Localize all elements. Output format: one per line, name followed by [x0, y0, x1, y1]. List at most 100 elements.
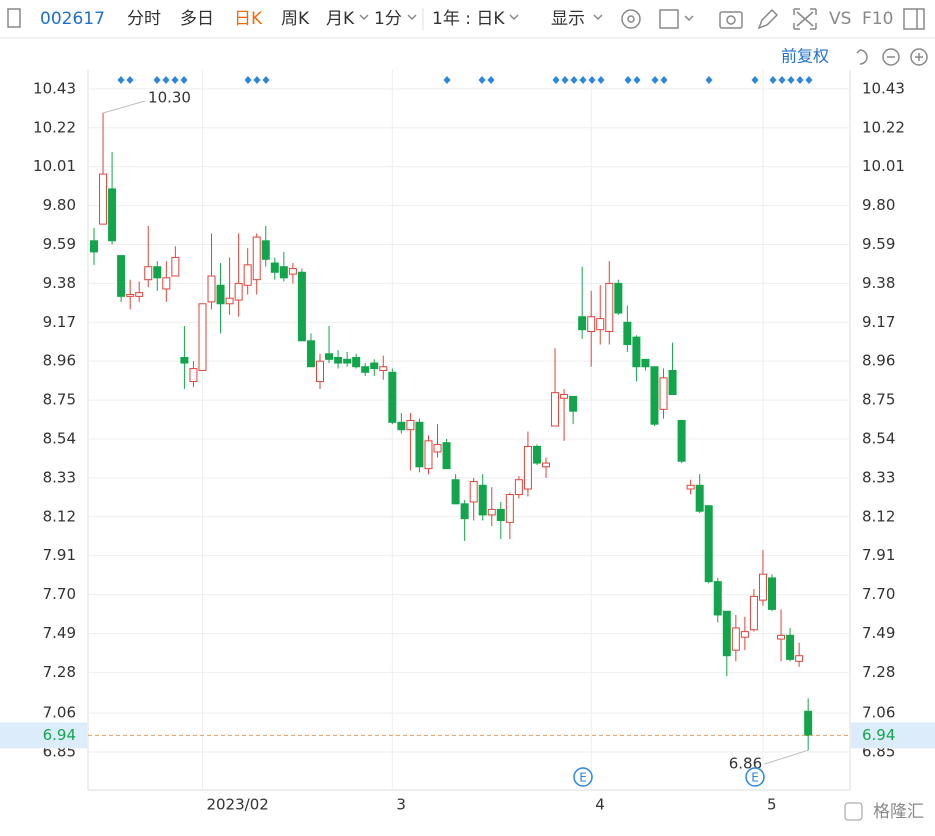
vs-button[interactable]: VS [829, 9, 851, 29]
event-label: E [751, 771, 759, 785]
candle-body [207, 275, 216, 303]
candle-body [117, 255, 126, 297]
fullscreen-icon[interactable] [793, 8, 817, 30]
y-tick-label-right: 7.28 [862, 663, 895, 681]
candle-body [768, 577, 776, 610]
tab-active[interactable]: 日K [234, 9, 263, 29]
dropdown-arrow[interactable] [407, 14, 417, 21]
candle-body [677, 419, 686, 462]
candle-body [722, 610, 731, 657]
panel-icon[interactable] [903, 8, 925, 30]
candle-body [406, 419, 415, 431]
tab[interactable]: 多日 [180, 9, 214, 29]
f10-button[interactable]: F10 [862, 9, 893, 29]
candle-body [261, 240, 270, 260]
high-annotation: 10.30 [148, 88, 191, 106]
y-tick-label-right: 10.22 [862, 118, 905, 136]
display-menu[interactable]: 显示 [551, 9, 585, 29]
zoom-out[interactable] [882, 48, 900, 66]
candle-body [99, 173, 108, 225]
signal-marker [126, 76, 134, 84]
candle-body [279, 266, 288, 279]
y-tick-label-left: 10.22 [33, 118, 76, 136]
candle-body [605, 282, 614, 333]
candle-body [334, 356, 343, 364]
interval[interactable]: 1分 [374, 9, 402, 29]
last-price-label: 6.94 [43, 726, 76, 744]
candle-body [216, 284, 225, 305]
y-tick-label-right: 7.70 [862, 585, 895, 603]
candle-body [171, 256, 180, 277]
candle-body [343, 358, 352, 364]
y-tick-label-right: 10.43 [862, 79, 905, 97]
reset-icon[interactable] [856, 49, 868, 65]
candle-body [469, 481, 478, 503]
y-tick-label-right: 8.33 [862, 468, 895, 486]
candle-body [288, 268, 297, 275]
y-tick-label-left: 8.12 [43, 507, 76, 525]
y-tick-label-left: 9.38 [43, 274, 76, 292]
camera-icon[interactable] [719, 11, 743, 29]
y-tick-label-left: 7.28 [43, 663, 76, 681]
signal-marker [253, 76, 261, 84]
dropdown-arrow[interactable] [509, 14, 519, 21]
candle-body [306, 340, 315, 368]
stock-code[interactable]: 002617 [40, 9, 105, 29]
range[interactable]: 1年 : 日K [432, 9, 505, 29]
candle-body [487, 508, 496, 516]
candle-body [551, 392, 560, 427]
y-tick-label-right: 10.01 [862, 157, 905, 175]
signal-marker [443, 76, 451, 84]
candle-body [379, 366, 388, 371]
overlay: 10.306.866.94 6.94E E [0, 88, 935, 787]
event-circle [573, 767, 593, 787]
draw-icon[interactable] [757, 8, 779, 30]
toolbar [0, 0, 935, 38]
settings-icon-core [627, 15, 635, 23]
candle-body [234, 282, 243, 301]
dropdown-arrow[interactable] [593, 14, 603, 21]
candle-body [451, 479, 460, 505]
candle-body [316, 360, 324, 383]
color-picker[interactable] [659, 9, 679, 29]
tab[interactable]: 周K [281, 9, 310, 29]
candle-body [596, 318, 605, 331]
y-tick-label-right: 9.17 [862, 313, 895, 331]
settings-icon[interactable] [621, 9, 641, 29]
signal-marker [597, 76, 605, 84]
signal-marker [561, 76, 569, 84]
candle-body [144, 266, 153, 281]
dropdown-arrow[interactable] [684, 15, 694, 22]
signal-marker [478, 76, 486, 84]
y-tick-label-right: 8.54 [862, 429, 895, 447]
candle-body [433, 444, 442, 453]
x-tick-label: 4 [595, 796, 605, 814]
signal-marker [570, 76, 578, 84]
event-marker[interactable]: E [573, 767, 593, 787]
candle-body [632, 336, 641, 368]
zoom-in[interactable] [910, 48, 928, 66]
y-tick-label-right: 9.59 [862, 235, 895, 253]
tab[interactable]: 分时 [127, 9, 161, 29]
signal-marker [633, 76, 641, 84]
adjust-mode[interactable]: 前复权 [781, 47, 829, 66]
candle-body [370, 362, 379, 370]
candle-body [325, 353, 334, 360]
y-tick-label-right: 8.75 [862, 391, 895, 409]
y-tick-label-left: 7.70 [43, 585, 76, 603]
dropdown-arrow[interactable] [359, 14, 369, 21]
event-circle [745, 767, 765, 787]
watermark-logo [844, 802, 863, 821]
sidebar-toggle[interactable] [7, 8, 21, 28]
signal-marker [244, 76, 252, 84]
signal-marker [624, 76, 632, 84]
candle-body [352, 356, 361, 368]
y-tick-label-right: 9.80 [862, 196, 895, 214]
event-marker[interactable]: E [745, 767, 765, 787]
tab[interactable]: 月K [326, 9, 355, 29]
candle-body [297, 271, 306, 342]
candle-body [135, 292, 144, 297]
candle-body [578, 316, 587, 331]
